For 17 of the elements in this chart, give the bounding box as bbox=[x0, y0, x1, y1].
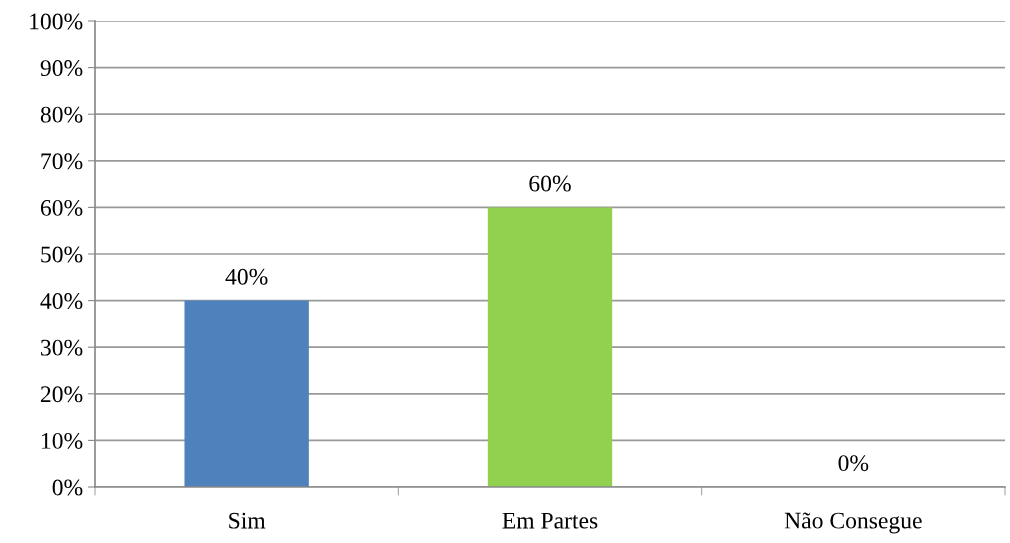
x-tick-label: Não Consegue bbox=[784, 512, 922, 534]
y-tick-label: 40% bbox=[40, 293, 83, 310]
y-tick-label: 70% bbox=[41, 153, 83, 170]
y-tick-label: 80% bbox=[40, 106, 83, 123]
data-label: 60% bbox=[529, 175, 571, 192]
y-tick-label: 10% bbox=[41, 432, 83, 449]
y-tick-label: 50% bbox=[41, 246, 83, 263]
data-label: 40% bbox=[225, 268, 268, 285]
y-tick-label: 90% bbox=[40, 60, 83, 77]
x-tick-label: Sim bbox=[229, 512, 266, 529]
data-label: 0% bbox=[838, 455, 869, 472]
y-tick-label: 20% bbox=[40, 386, 83, 403]
y-tick-label: 60% bbox=[40, 199, 83, 216]
y-tick-label: 100% bbox=[30, 13, 83, 30]
y-tick-label: 0% bbox=[52, 479, 83, 496]
x-tick-label: Em Partes bbox=[502, 512, 598, 529]
y-tick-label: 30% bbox=[41, 339, 83, 356]
